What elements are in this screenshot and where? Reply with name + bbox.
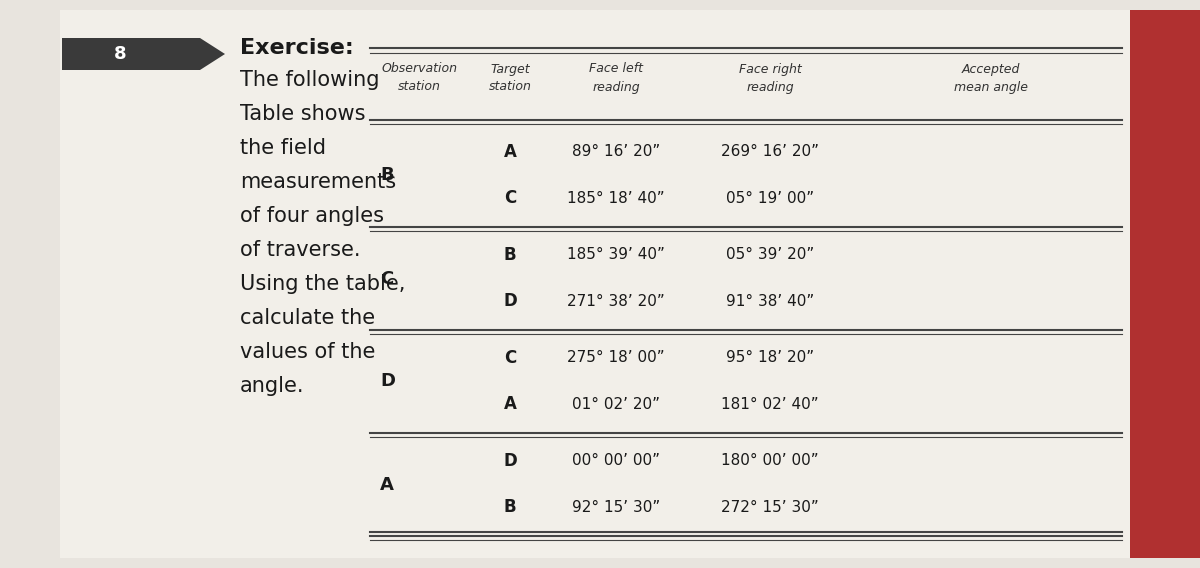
- Text: Target
station: Target station: [488, 62, 532, 94]
- Text: 05° 39’ 20”: 05° 39’ 20”: [726, 247, 814, 262]
- Text: 181° 02’ 40”: 181° 02’ 40”: [721, 396, 818, 412]
- Text: Observation
station: Observation station: [382, 62, 457, 94]
- Text: 272° 15’ 30”: 272° 15’ 30”: [721, 500, 818, 515]
- Text: C: C: [504, 189, 516, 207]
- Text: angle.: angle.: [240, 376, 305, 396]
- Text: The following: The following: [240, 70, 379, 90]
- Text: measurements: measurements: [240, 172, 396, 192]
- Text: values of the: values of the: [240, 342, 376, 362]
- Text: of traverse.: of traverse.: [240, 240, 360, 260]
- Text: Face left
reading: Face left reading: [589, 62, 643, 94]
- Text: 8: 8: [114, 45, 126, 63]
- Text: 271° 38’ 20”: 271° 38’ 20”: [568, 294, 665, 308]
- Text: B: B: [504, 246, 516, 264]
- Text: 92° 15’ 30”: 92° 15’ 30”: [572, 500, 660, 515]
- Text: 269° 16’ 20”: 269° 16’ 20”: [721, 144, 818, 159]
- Text: Using the table,: Using the table,: [240, 274, 406, 294]
- Text: A: A: [504, 143, 516, 161]
- Text: 05° 19’ 00”: 05° 19’ 00”: [726, 191, 814, 206]
- Text: the field: the field: [240, 138, 326, 158]
- Text: of four angles: of four angles: [240, 206, 384, 226]
- Text: Accepted
mean angle: Accepted mean angle: [954, 62, 1028, 94]
- Text: 91° 38’ 40”: 91° 38’ 40”: [726, 294, 814, 308]
- FancyBboxPatch shape: [60, 10, 1140, 558]
- Text: 01° 02’ 20”: 01° 02’ 20”: [572, 396, 660, 412]
- Text: 00° 00’ 00”: 00° 00’ 00”: [572, 453, 660, 468]
- Text: Table shows: Table shows: [240, 104, 366, 124]
- Text: calculate the: calculate the: [240, 308, 376, 328]
- Text: 95° 18’ 20”: 95° 18’ 20”: [726, 350, 814, 365]
- Text: D: D: [380, 373, 395, 391]
- FancyBboxPatch shape: [1130, 10, 1200, 558]
- Text: 275° 18’ 00”: 275° 18’ 00”: [568, 350, 665, 365]
- Text: D: D: [503, 292, 517, 310]
- Text: Face right
reading: Face right reading: [739, 62, 802, 94]
- Text: C: C: [504, 349, 516, 367]
- Text: B: B: [504, 498, 516, 516]
- Text: A: A: [380, 475, 394, 494]
- Text: C: C: [380, 269, 394, 287]
- Text: B: B: [380, 166, 394, 185]
- Text: 180° 00’ 00”: 180° 00’ 00”: [721, 453, 818, 468]
- Text: Exercise:: Exercise:: [240, 38, 354, 58]
- Text: 89° 16’ 20”: 89° 16’ 20”: [572, 144, 660, 159]
- Text: 185° 18’ 40”: 185° 18’ 40”: [568, 191, 665, 206]
- Text: 185° 39’ 40”: 185° 39’ 40”: [568, 247, 665, 262]
- Polygon shape: [62, 38, 226, 70]
- Text: A: A: [504, 395, 516, 413]
- Text: D: D: [503, 452, 517, 470]
